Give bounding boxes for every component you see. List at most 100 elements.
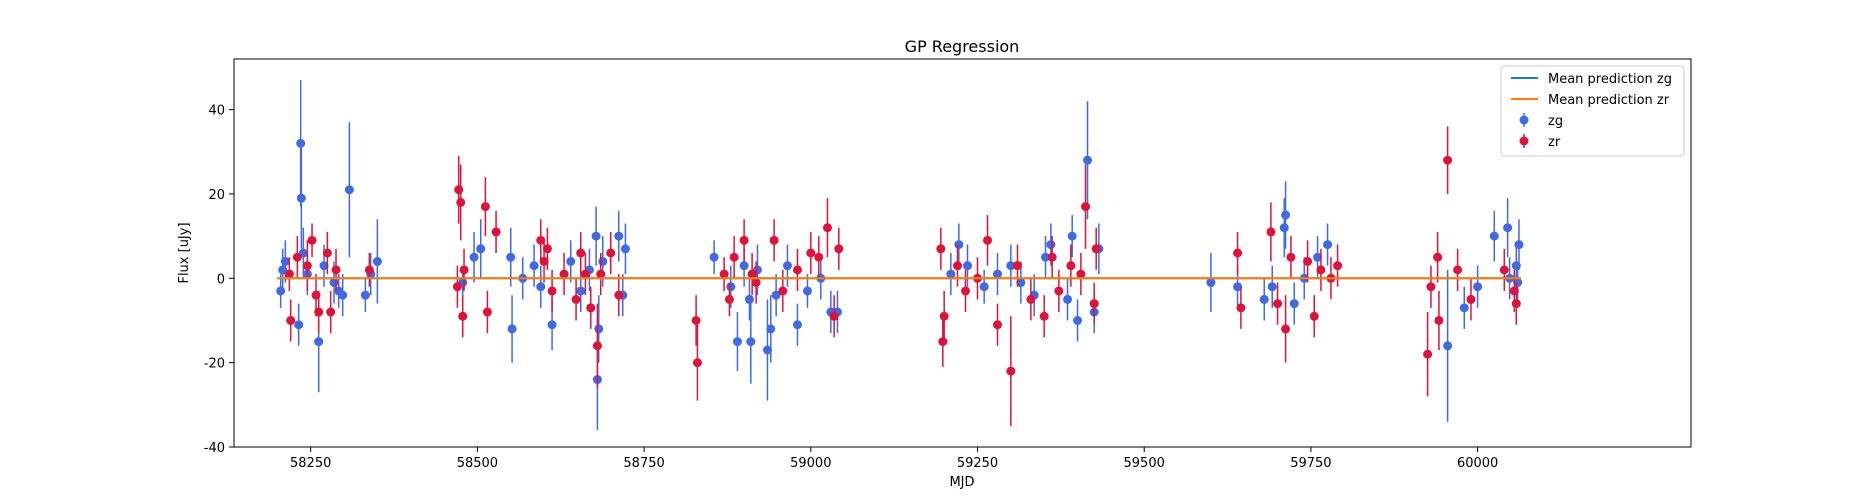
x-tick-label: 59750 — [1290, 456, 1331, 471]
point-zr — [769, 235, 779, 245]
point-zr — [1013, 261, 1023, 271]
y-tick-label: 40 — [208, 104, 225, 119]
point-zr — [571, 294, 581, 304]
point-zr — [1054, 286, 1064, 296]
point-zg — [1514, 240, 1524, 250]
point-zr — [939, 311, 949, 321]
x-tick-label: 58500 — [457, 456, 498, 471]
point-zr — [322, 248, 332, 258]
point-zr — [456, 197, 466, 207]
point-zg — [1289, 299, 1299, 309]
point-zg — [1473, 282, 1483, 292]
chart-title: GP Regression — [905, 37, 1020, 56]
point-zr — [1443, 155, 1453, 165]
point-zg — [709, 252, 719, 262]
point-zr — [614, 290, 624, 300]
point-zr — [792, 265, 802, 275]
point-zg — [1041, 252, 1051, 262]
point-zr — [576, 248, 586, 258]
legend-marker-zg — [1519, 115, 1529, 125]
x-axis-label: MJD — [949, 475, 974, 490]
point-zr — [691, 315, 701, 325]
x-tick-label: 58750 — [623, 456, 664, 471]
point-zr — [1081, 202, 1091, 212]
point-zg — [1267, 282, 1277, 292]
point-zr — [1511, 299, 1521, 309]
point-zg — [314, 337, 324, 347]
point-zr — [1281, 324, 1291, 334]
point-zg — [979, 282, 989, 292]
point-zr — [739, 235, 749, 245]
point-zg — [1259, 294, 1269, 304]
point-zr — [1091, 244, 1101, 254]
point-zr — [547, 286, 557, 296]
x-axis: 58250 58500 58750 59000 59250 59500 59750 60000 — [290, 447, 1498, 471]
point-zr — [1026, 294, 1036, 304]
point-zr — [1466, 294, 1476, 304]
point-zr — [454, 185, 464, 195]
point-zr — [1286, 252, 1296, 262]
point-zr — [1266, 227, 1276, 237]
point-zg — [319, 261, 329, 271]
point-zr — [596, 269, 606, 279]
point-zr — [1066, 261, 1076, 271]
point-zr — [814, 252, 824, 262]
point-zg — [536, 282, 546, 292]
point-zg — [732, 337, 742, 347]
point-zg — [792, 320, 802, 330]
point-zg — [746, 337, 756, 347]
point-zr — [993, 320, 1003, 330]
point-zg — [726, 282, 736, 292]
point-zr — [326, 307, 336, 317]
point-zr — [1333, 261, 1343, 271]
point-zr — [1006, 366, 1016, 376]
point-zr — [952, 261, 962, 271]
point-zr — [1233, 248, 1243, 258]
point-zg — [476, 244, 486, 254]
point-zr — [983, 235, 993, 245]
point-zg — [372, 256, 382, 266]
point-zg — [338, 290, 348, 300]
x-tick-label: 59250 — [957, 456, 998, 471]
legend-label-zr: zr — [1548, 135, 1561, 150]
y-tick-label: 0 — [217, 272, 225, 287]
point-zg — [598, 256, 608, 266]
point-zr — [1273, 299, 1283, 309]
point-zr — [1236, 303, 1246, 313]
point-zg — [591, 231, 601, 241]
point-zg — [993, 269, 1003, 279]
point-zr — [586, 303, 596, 313]
point-zg — [1313, 252, 1323, 262]
point-zg — [1016, 278, 1026, 288]
legend-label-zg: zg — [1548, 114, 1563, 129]
point-zr — [822, 223, 832, 233]
point-zg — [566, 256, 576, 266]
point-zr — [1309, 311, 1319, 321]
point-zg — [469, 252, 479, 262]
point-zr — [491, 227, 501, 237]
point-zr — [806, 248, 816, 258]
point-zg — [1503, 223, 1513, 233]
point-zr — [719, 269, 729, 279]
point-zr — [1423, 349, 1433, 359]
plot-frame — [233, 58, 1692, 448]
point-zg — [1443, 341, 1453, 351]
point-zr — [458, 311, 468, 321]
point-zr — [692, 358, 702, 368]
point-zg — [762, 345, 772, 355]
point-zr — [592, 341, 602, 351]
point-zr — [1039, 311, 1049, 321]
point-zr — [539, 256, 549, 266]
point-zg — [547, 320, 557, 330]
point-zr — [938, 337, 948, 347]
point-zr — [778, 286, 788, 296]
point-zr — [1303, 256, 1313, 266]
point-zg — [1323, 240, 1333, 250]
point-zg — [329, 278, 339, 288]
legend-label-mean-zr: Mean prediction zr — [1548, 93, 1670, 108]
point-zr — [364, 265, 374, 275]
point-zr — [331, 265, 341, 275]
point-zg — [739, 261, 749, 271]
point-zg — [276, 286, 286, 296]
